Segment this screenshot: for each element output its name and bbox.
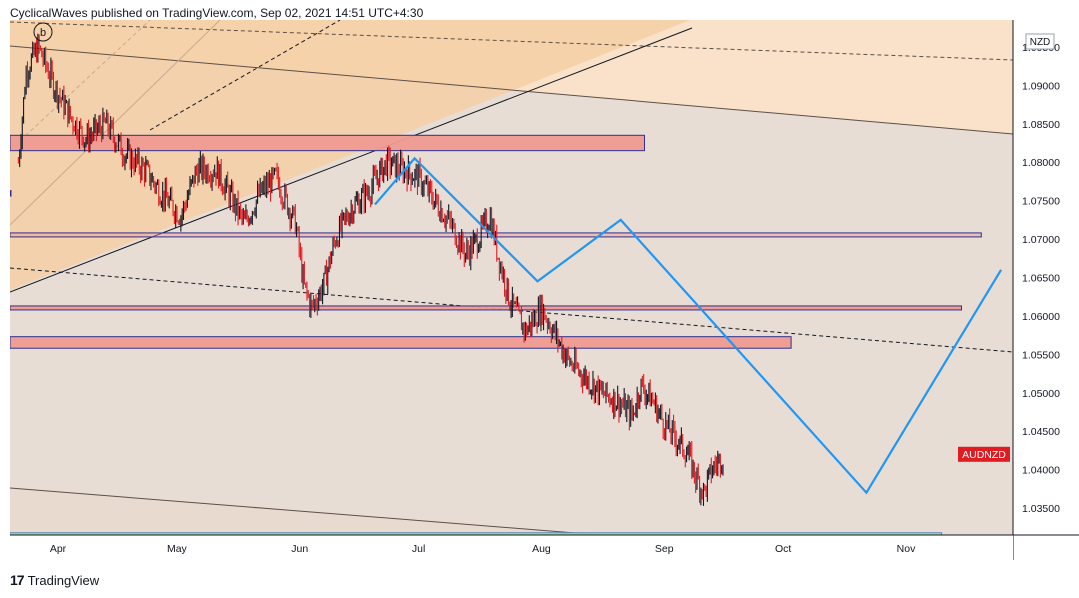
zone-1.076	[10, 190, 12, 197]
fan-line-1	[10, 20, 221, 226]
x-tick-label: Jun	[291, 543, 308, 555]
currency-label: NZD	[1030, 37, 1051, 48]
zone-bottom	[10, 532, 943, 535]
y-tick-label: 1.05000	[1022, 388, 1060, 400]
y-tick-label: 1.05500	[1022, 349, 1060, 361]
x-tick-label: Aug	[532, 543, 551, 555]
fan-line-2	[10, 20, 151, 151]
svg-text:AUDNZD: AUDNZD	[962, 449, 1006, 461]
footer-brand: 17 TradingView	[10, 572, 99, 588]
y-tick-label: 1.06500	[1022, 273, 1060, 285]
projection-path	[374, 156, 1003, 495]
y-tick-label: 1.04000	[1022, 465, 1060, 477]
svg-text:b: b	[40, 27, 46, 39]
y-axis[interactable]: 1.03500 1.04000 1.04500 1.05000 1.05500 1.060…	[958, 20, 1079, 560]
y-tick-label: 1.03500	[1022, 503, 1060, 515]
dashed-trend-3	[149, 20, 341, 131]
y-tick-label: 1.04500	[1022, 426, 1060, 438]
currency-badge	[1025, 33, 1055, 50]
x-tick-label: May	[167, 543, 188, 555]
price-series	[17, 33, 724, 506]
wave-label-b: b	[33, 22, 53, 42]
x-tick-label: Sep	[655, 543, 674, 555]
x-tick-label: Jul	[412, 543, 425, 555]
wedge-lower-line	[10, 27, 693, 293]
y-tick-label: 1.06000	[1022, 311, 1060, 323]
y-tick-label: 1.07500	[1022, 196, 1060, 208]
footer-brand-label: TradingView	[27, 572, 100, 588]
plot-area: b	[10, 20, 1013, 535]
zone-1.082	[10, 134, 645, 152]
channel-bottom-line	[10, 487, 601, 535]
y-tick-label: 1.08500	[1022, 119, 1060, 131]
x-axis[interactable]: Apr May Jun Jul Aug Sep Oct Nov	[10, 534, 1079, 560]
x-tick-label: Oct	[775, 543, 791, 555]
zone-1.061	[10, 305, 962, 311]
channel-top-line	[10, 45, 1013, 135]
tradingview-logo-icon: 17	[10, 572, 25, 588]
dashed-trend-2	[10, 21, 1013, 61]
y-tick-label: 1.08000	[1022, 157, 1060, 169]
x-tick-label: Apr	[50, 543, 67, 555]
last-price-badge: AUDNZD	[958, 446, 1010, 462]
publish-info: CyclicalWaves published on TradingView.c…	[10, 6, 424, 20]
y-tick-label: 1.09000	[1022, 80, 1060, 92]
zone-1.0565	[10, 336, 792, 349]
y-tick-label: 1.07000	[1022, 234, 1060, 246]
x-tick-label: Nov	[897, 543, 916, 555]
